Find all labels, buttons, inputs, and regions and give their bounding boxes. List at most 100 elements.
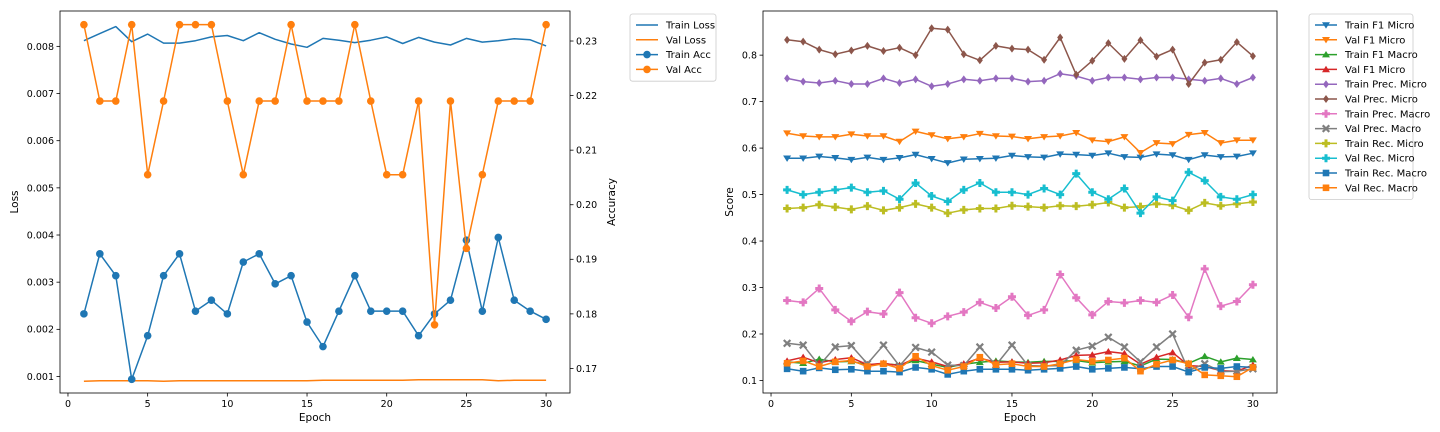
- legend: Train Loss Val Loss Train Acc Val Acc: [629, 13, 717, 82]
- data-point-train-prec-macro-20: [1088, 310, 1097, 319]
- score-chart: 0 5 10 15 20 25 30 0.1 0.2 0.3 0.4 0.5 0.6 0.7 0.8 Epoc…: [724, 10, 1430, 424]
- series-val-rec-macro: [783, 352, 1257, 381]
- y-tick-label: 0.1: [742, 376, 757, 387]
- data-point-val-prec-micro-2: [800, 37, 807, 46]
- data-point-train-rec-micro-20: [1088, 200, 1097, 209]
- data-point-train-f1-micro-6: [863, 154, 872, 161]
- data-point-val-prec-macro-4: [831, 342, 840, 352]
- data-point-val-acc-29: [526, 97, 534, 105]
- data-point-val-prec-macro-7: [879, 341, 888, 350]
- data-point-val-prec-micro-29: [1233, 38, 1240, 47]
- loss-accuracy-chart: 0 5 10 15 20 25 30 0.001 0.002 0.003 0.004 0.005 0.0…: [9, 10, 717, 424]
- data-point-val-acc-12: [255, 97, 264, 105]
- data-point-val-rec-macro-1: [783, 359, 791, 367]
- data-point-val-prec-macro-13: [975, 342, 984, 352]
- data-point-val-prec-micro-4: [832, 50, 839, 59]
- data-point-train-rec-micro-17: [1040, 203, 1049, 212]
- data-point-val-rec-micro-19: [1072, 169, 1081, 178]
- data-point-train-rec-micro-29: [1232, 199, 1241, 208]
- data-point-train-rec-macro-10: [928, 365, 935, 373]
- data-point-val-rec-micro-29: [1232, 195, 1241, 204]
- legend-label: Val F1 Micro: [1345, 65, 1405, 76]
- data-point-train-acc-17: [335, 307, 343, 315]
- data-point-train-f1-micro-16: [1024, 154, 1033, 161]
- series-train-prec-micro: [784, 69, 1256, 91]
- data-point-train-prec-micro-9: [912, 75, 919, 84]
- data-point-train-rec-micro-27: [1200, 198, 1209, 207]
- data-point-train-acc-8: [191, 307, 200, 315]
- data-point-val-f1-micro-23: [1136, 149, 1145, 157]
- data-point-val-prec-macro-21: [1104, 333, 1113, 342]
- data-point-val-rec-macro-14: [992, 361, 1000, 368]
- data-point-train-prec-macro-12: [959, 308, 968, 317]
- data-point-train-acc-24: [446, 296, 455, 305]
- data-point-val-acc-2: [96, 97, 104, 105]
- data-point-train-rec-macro-21: [1105, 365, 1112, 372]
- data-point-val-prec-macro-5: [847, 341, 856, 350]
- y-tick-label: 0.5: [742, 190, 757, 201]
- data-point-train-rec-micro-22: [1120, 203, 1129, 212]
- legend-item-train-loss: Train Loss: [636, 21, 715, 32]
- data-point-train-rec-macro-14: [992, 365, 1000, 373]
- data-point-train-rec-macro-8: [896, 368, 903, 376]
- data-point-train-prec-macro-22: [1120, 298, 1129, 307]
- data-point-train-prec-micro-18: [1057, 69, 1064, 78]
- y-axis-label: Score: [724, 187, 736, 216]
- data-point-train-prec-macro-2: [799, 298, 808, 307]
- data-point-val-prec-micro-6: [864, 41, 871, 50]
- data-point-train-acc-19: [366, 307, 375, 315]
- data-point-train-f1-micro-28: [1216, 154, 1225, 161]
- data-point-val-f1-micro-28: [1216, 140, 1225, 147]
- series-line-val-prec-micro: [787, 27, 1254, 85]
- data-point-train-f1-macro-13: [975, 358, 984, 366]
- data-point-train-rec-macro-22: [1121, 364, 1128, 371]
- legend-item-train-prec-macro: Train Prec. Macro: [1315, 109, 1430, 120]
- legend-marker: [1322, 51, 1330, 58]
- plot-frame: [762, 10, 1278, 394]
- data-point-val-prec-macro-15: [1007, 341, 1017, 350]
- data-point-train-rec-macro-11: [944, 371, 952, 378]
- data-point-val-acc-24: [446, 97, 455, 105]
- data-point-val-f1-micro-9: [911, 128, 920, 135]
- data-point-train-prec-macro-8: [895, 288, 904, 297]
- data-point-val-prec-micro-9: [912, 51, 919, 60]
- data-point-train-acc-10: [223, 310, 232, 318]
- legend-item-train-prec-micro: Train Prec. Micro: [1315, 80, 1427, 91]
- series-line-train-rec-micro: [787, 201, 1253, 214]
- series-line-val-prec-macro: [787, 333, 1254, 373]
- data-point-val-f1-micro-17: [1040, 134, 1049, 141]
- legend-marker: [1322, 139, 1330, 148]
- series-train-acc: [80, 233, 550, 384]
- legend-item-val-rec-macro: Val Rec. Macro: [1315, 183, 1418, 194]
- series-val-prec-macro: [783, 329, 1257, 376]
- data-point-train-rec-micro-2: [799, 203, 808, 212]
- data-point-val-prec-macro-25: [1168, 329, 1177, 339]
- data-point-train-prec-macro-17: [1040, 305, 1049, 314]
- legend-item-train-rec-macro: Train Rec. Macro: [1315, 169, 1427, 180]
- legend-marker: [1322, 37, 1330, 44]
- data-point-train-f1-micro-30: [1248, 150, 1257, 157]
- data-point-val-rec-micro-12: [959, 185, 968, 194]
- data-point-train-f1-micro-12: [959, 156, 968, 163]
- data-point-val-f1-micro-25: [1168, 348, 1177, 356]
- legend-label: Train Rec. Macro: [1344, 169, 1427, 180]
- legend-label: Train Acc: [665, 50, 711, 61]
- data-point-train-rec-micro-6: [863, 202, 872, 211]
- legend-label: Val Loss: [666, 35, 706, 46]
- y-tick-label: 0.004: [27, 230, 54, 241]
- data-point-train-prec-macro-18: [1056, 270, 1065, 279]
- data-point-val-prec-micro-7: [880, 46, 887, 55]
- data-point-val-acc-30: [542, 20, 550, 29]
- series-train-prec-macro: [783, 264, 1257, 328]
- data-point-val-rec-micro-15: [1007, 188, 1016, 197]
- x-tick-label: 20: [381, 399, 393, 410]
- data-point-train-f1-micro-15: [1007, 152, 1016, 160]
- data-point-train-f1-micro-17: [1040, 154, 1049, 161]
- data-point-val-rec-macro-24: [1153, 360, 1160, 368]
- legend-marker: [1322, 169, 1330, 177]
- legend-item-train-rec-micro: Train Rec. Micro: [1315, 139, 1424, 150]
- data-point-val-f1-micro-14: [991, 133, 1000, 140]
- data-point-val-prec-macro-22: [1120, 342, 1129, 352]
- legend-item-train-f1-macro: Train F1 Macro: [1315, 50, 1418, 61]
- x-tick-label: 0: [768, 399, 774, 410]
